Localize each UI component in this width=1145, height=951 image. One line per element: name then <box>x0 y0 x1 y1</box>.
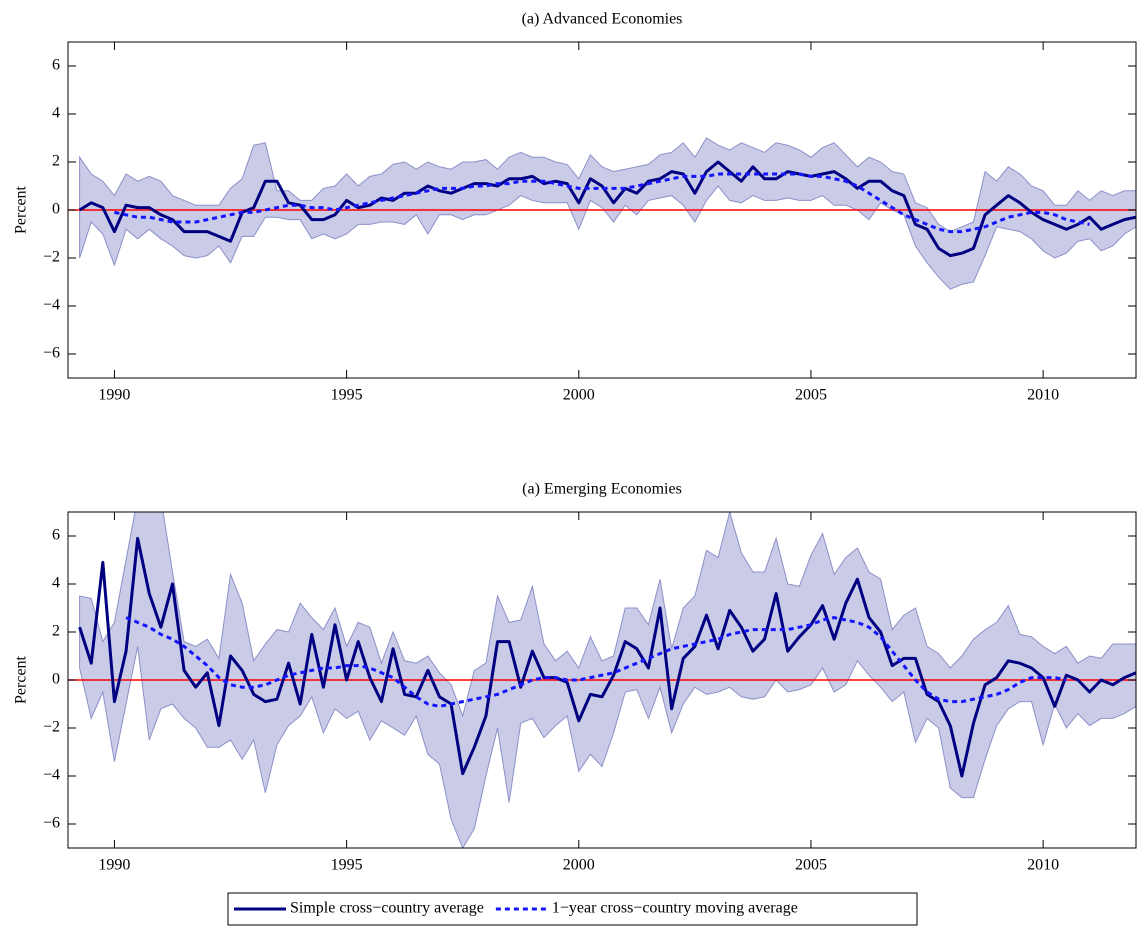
x-tick-label: 1995 <box>331 387 363 404</box>
y-axis-label: Percent <box>13 655 30 704</box>
legend-label: Simple cross−country average <box>290 900 484 917</box>
y-axis-label: Percent <box>13 185 30 234</box>
moving-average-line <box>125 616 1067 708</box>
confidence-band <box>79 137 1136 290</box>
x-tick-label: 1995 <box>331 857 363 874</box>
x-tick-label: 2010 <box>1027 387 1059 404</box>
x-tick-label: 2005 <box>795 387 827 404</box>
y-tick-label: 6 <box>52 527 60 544</box>
plot-area <box>68 137 1136 290</box>
panel-title: (a) Advanced Economies <box>522 11 683 28</box>
y-tick-label: −4 <box>43 297 60 314</box>
panel-title: (a) Emerging Economies <box>522 481 682 498</box>
y-tick-label: 2 <box>52 623 60 640</box>
y-tick-label: −6 <box>43 815 60 832</box>
x-tick-label: 1990 <box>98 387 130 404</box>
x-tick-label: 2005 <box>795 857 827 874</box>
plot-area <box>68 512 1136 848</box>
legend: Simple cross−country average 1−year cross… <box>227 892 918 926</box>
x-tick-label: 2000 <box>563 857 595 874</box>
average-line <box>78 536 1136 778</box>
y-tick-label: −4 <box>43 767 60 784</box>
x-tick-label: 2000 <box>563 387 595 404</box>
y-tick-label: −2 <box>43 719 60 736</box>
y-tick-label: 2 <box>52 153 60 170</box>
y-tick-label: 4 <box>52 575 60 592</box>
legend-box <box>227 892 918 926</box>
y-tick-label: 0 <box>52 671 60 688</box>
average-line <box>78 160 1136 258</box>
y-tick-label: −6 <box>43 345 60 362</box>
legend-label: 1−year cross−country moving average <box>552 900 798 917</box>
moving-average-line <box>114 172 1090 234</box>
y-tick-label: 0 <box>52 201 60 218</box>
x-tick-label: 1990 <box>98 857 130 874</box>
x-tick-label: 2010 <box>1027 857 1059 874</box>
y-tick-label: 6 <box>52 57 60 74</box>
y-tick-label: 4 <box>52 105 60 122</box>
y-tick-label: −2 <box>43 249 60 266</box>
